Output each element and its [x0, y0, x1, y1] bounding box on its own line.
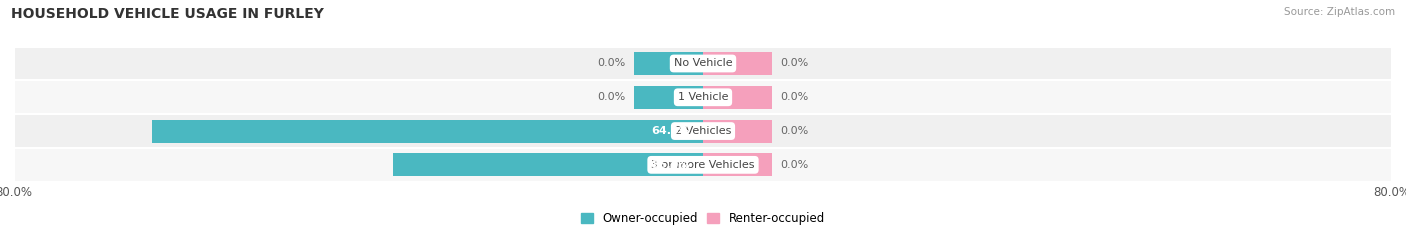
Bar	[14, 80, 1392, 114]
Text: 0.0%: 0.0%	[780, 160, 808, 170]
Legend: Owner-occupied, Renter-occupied: Owner-occupied, Renter-occupied	[579, 209, 827, 227]
Text: 1 Vehicle: 1 Vehicle	[678, 92, 728, 102]
Text: 64.0%: 64.0%	[651, 126, 690, 136]
Bar	[703, 52, 772, 75]
Text: 0.0%: 0.0%	[598, 58, 626, 69]
Text: 0.0%: 0.0%	[598, 92, 626, 102]
Text: 3 or more Vehicles: 3 or more Vehicles	[651, 160, 755, 170]
Text: 0.0%: 0.0%	[780, 126, 808, 136]
Bar	[634, 86, 703, 109]
Bar	[703, 120, 772, 143]
Bar	[703, 86, 772, 109]
Bar	[152, 120, 703, 143]
Text: 0.0%: 0.0%	[780, 92, 808, 102]
Bar	[14, 148, 1392, 182]
Bar	[703, 153, 772, 176]
Text: 36.0%: 36.0%	[651, 160, 690, 170]
Text: HOUSEHOLD VEHICLE USAGE IN FURLEY: HOUSEHOLD VEHICLE USAGE IN FURLEY	[11, 7, 325, 21]
Text: 2 Vehicles: 2 Vehicles	[675, 126, 731, 136]
Bar	[392, 153, 703, 176]
Text: Source: ZipAtlas.com: Source: ZipAtlas.com	[1284, 7, 1395, 17]
Bar	[14, 47, 1392, 80]
Bar	[14, 114, 1392, 148]
Text: 0.0%: 0.0%	[780, 58, 808, 69]
Bar	[634, 52, 703, 75]
Text: No Vehicle: No Vehicle	[673, 58, 733, 69]
